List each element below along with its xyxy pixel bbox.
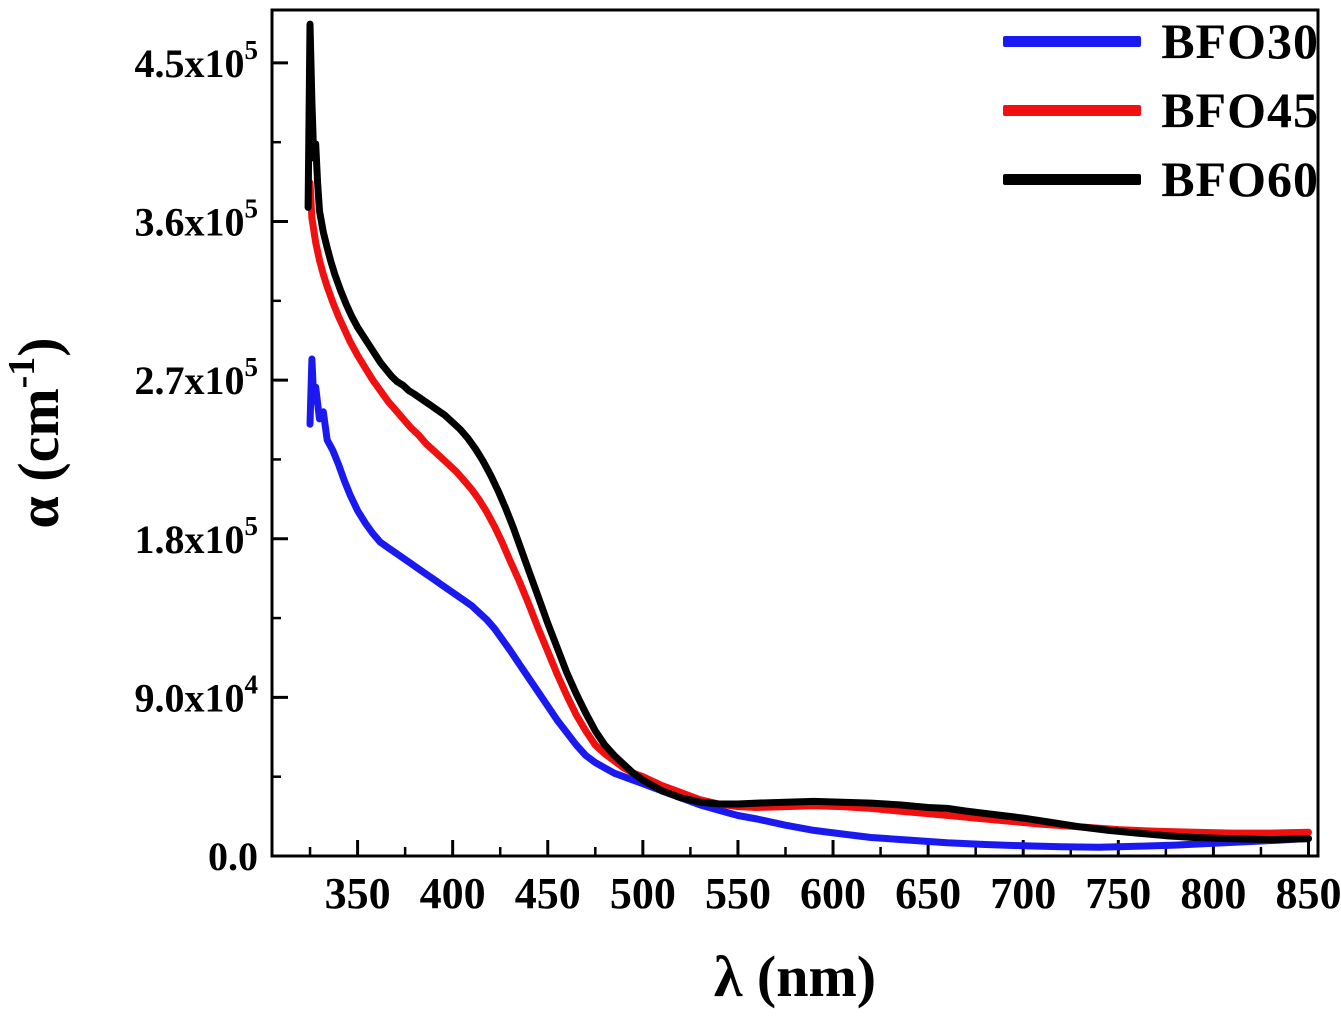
x-tick-label: 550 — [705, 869, 771, 918]
y-tick-label: 9.0x104 — [135, 669, 259, 720]
x-tick-label: 800 — [1180, 869, 1246, 918]
legend-label-bfo45: BFO45 — [1161, 82, 1319, 138]
x-tick-label: 350 — [325, 869, 391, 918]
legend-line-swatch-bfo60 — [1003, 174, 1142, 185]
x-tick-label: 700 — [990, 869, 1056, 918]
legend-label-bfo30: BFO30 — [1161, 13, 1319, 69]
legend: BFO30 BFO45 BFO60 — [1003, 14, 1319, 207]
x-tick-label: 450 — [515, 869, 581, 918]
x-tick-label: 400 — [420, 869, 486, 918]
y-tick-label: 0.0 — [208, 834, 258, 879]
legend-item-bfo60: BFO60 — [1003, 152, 1319, 207]
y-tick-label: 2.7x105 — [135, 352, 259, 403]
x-tick-label: 650 — [895, 869, 961, 918]
legend-item-bfo45: BFO45 — [1003, 83, 1319, 138]
legend-label-bfo60: BFO60 — [1161, 151, 1319, 207]
y-tick-label: 1.8x105 — [135, 511, 259, 562]
x-tick-label: 750 — [1085, 869, 1151, 918]
legend-item-bfo30: BFO30 — [1003, 14, 1319, 69]
x-axis-title: λ (nm) — [714, 944, 876, 1009]
series-line-bfo45 — [306, 179, 1312, 837]
x-tick-label: 850 — [1275, 869, 1341, 918]
series-line-bfo60 — [304, 20, 1312, 844]
x-tick-label: 500 — [610, 869, 676, 918]
y-axis-title: α (cm-1) — [1, 337, 71, 528]
series-line-bfo30 — [306, 355, 1312, 851]
plot-frame — [270, 8, 1320, 858]
y-tick-label: 4.5x105 — [135, 35, 259, 86]
y-tick-label: 3.6x105 — [135, 194, 259, 245]
x-tick-label: 600 — [800, 869, 866, 918]
legend-line-swatch-bfo30 — [1003, 36, 1142, 47]
legend-line-swatch-bfo45 — [1003, 105, 1142, 116]
